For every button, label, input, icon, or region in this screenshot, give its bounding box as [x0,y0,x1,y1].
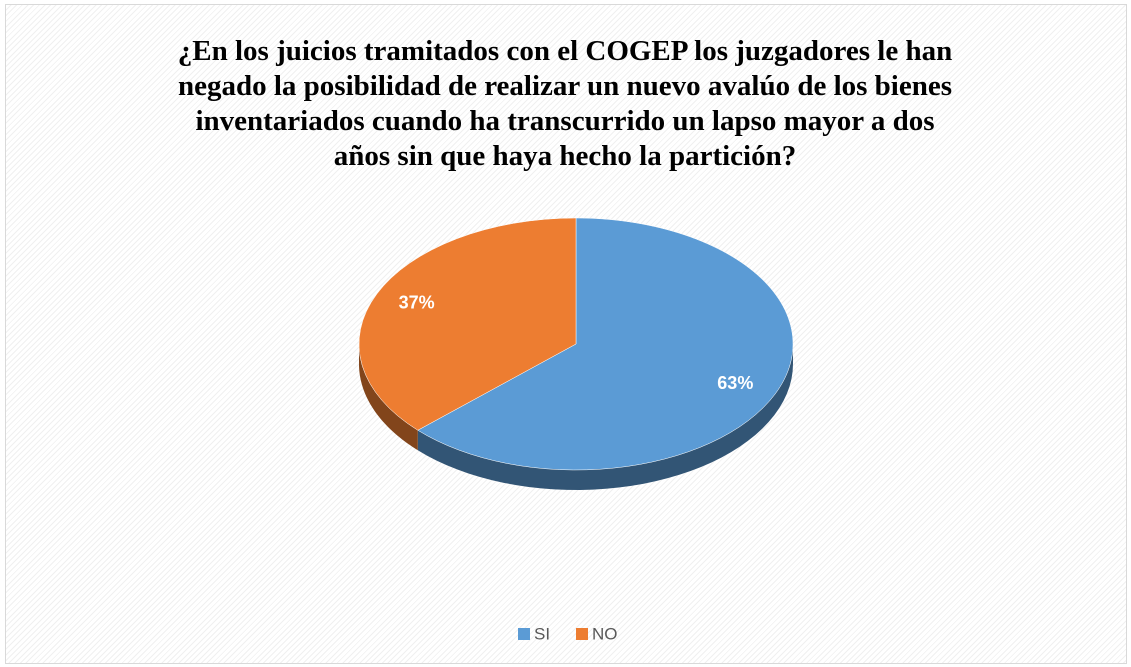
legend-swatch [518,628,530,640]
legend-swatch [576,628,588,640]
legend-label: SI [534,624,550,643]
legend-label: NO [592,624,618,643]
slice [358,217,577,431]
data-label: 63% [717,373,753,393]
chart-title: ¿En los juicios tramitados con el COGEP … [177,35,953,172]
slice [417,217,794,471]
slice-side [417,344,793,490]
slice-side [359,344,418,451]
data-label: 37% [399,293,435,313]
